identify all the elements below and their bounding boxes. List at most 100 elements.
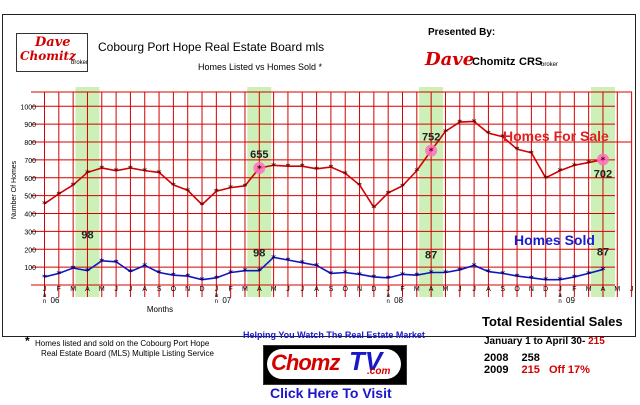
for-sale-point: * [329,164,334,174]
month-tick-label: M [271,286,277,293]
presenter-first-name: Dave [425,49,475,70]
month-tick-label: M [242,286,248,293]
sold-point: * [171,272,176,282]
summary-row-2009: 2009 215 Off 17% [484,364,590,376]
logo-role: broker [71,60,89,66]
for-sale-point: * [243,182,248,192]
month-tick-label: A [314,286,319,293]
sold-value-label: 87 [425,249,437,261]
summary-row2-year: 2009 [484,364,509,376]
sold-point: * [228,269,233,279]
board-title: Cobourg Port Hope Real Estate Board mls [98,40,325,54]
legend-homes-for-sale: Homes For Sale [503,128,609,144]
for-sale-point: * [114,167,119,177]
for-sale-highlight-marker [253,161,266,174]
sold-point: * [414,272,419,282]
y-axis-label: Number Of Homes [11,160,18,219]
for-sale-point: * [171,181,176,191]
sold-point: * [128,268,133,278]
for-sale-point: * [85,169,90,179]
for-sale-point: * [601,156,606,166]
month-tick-label: O [342,286,348,293]
month-tick-label: J [286,286,290,293]
sold-point: * [157,269,162,279]
sold-point: * [500,270,505,280]
month-tick-label: D [199,286,204,293]
presented-by: Presented By: [428,27,496,38]
for-sale-point: * [500,133,505,143]
for-sale-value-label: 702 [594,169,612,181]
month-tick-label: J [43,286,47,293]
month-tick-label: A [486,286,491,293]
year-marker-a: a [558,293,562,299]
for-sale-point: * [228,184,233,194]
sold-point: * [243,267,248,277]
year-marker-n: n [43,299,46,305]
sold-point: * [71,265,76,275]
sold-point: * [85,267,90,277]
footnote: Homes listed and sold on the Cobourg Por… [35,339,214,359]
y-tick-label: 700 [24,158,36,165]
month-tick-label: O [171,286,177,293]
for-sale-point: * [157,169,162,179]
sold-point: * [472,262,477,272]
year-marker-n: n [387,299,390,305]
month-tick-label: M [614,286,620,293]
click-to-visit-link[interactable]: Click Here To Visit [270,385,392,401]
year-marker-n: n [215,299,218,305]
month-tick-label: D [543,286,548,293]
month-tick-label: O [514,286,520,293]
month-tick-label: A [601,286,606,293]
for-sale-highlight-marker [596,153,609,166]
month-tick-label: S [500,286,505,293]
dave-chomitz-logo: Dave Chomitz broker [16,33,88,72]
for-sale-point: * [128,164,133,174]
y-tick-label: 800 [24,140,36,147]
sold-point: * [200,276,205,286]
month-tick-label: N [185,286,190,293]
for-sale-point: * [300,163,305,173]
brand-chomz: Chomz [271,350,340,375]
y-tick-label: 900 [24,122,36,129]
month-tick-label: M [414,286,420,293]
for-sale-point: * [214,188,219,198]
logo-first-name: Dave [35,35,71,50]
year-label: 08 [394,296,403,305]
for-sale-point: * [343,170,348,180]
month-tick-label: D [371,286,376,293]
sold-value-label: 98 [81,230,93,242]
y-tick-label: 300 [24,229,36,236]
summary-row2-change: Off 17% [548,364,590,376]
month-tick-label: N [529,286,534,293]
y-tick-label: 1000 [20,104,36,111]
year-marker-a: a [43,293,47,299]
summary-row1-year: 2008 [484,352,509,364]
for-sale-point: * [472,118,477,128]
chart-frame [2,14,636,337]
month-tick-label: M [99,286,105,293]
chomztv-logo[interactable]: Chomz TV .com [263,345,407,385]
for-sale-point: * [142,167,147,177]
y-tick-label: 500 [24,194,36,201]
sold-point: * [214,274,219,284]
month-tick-label: F [57,286,61,293]
for-sale-point: * [414,167,419,177]
summary-period-label: January 1 to April 30- [484,336,586,347]
sold-point: * [529,274,534,284]
summary-row-2008: 2008 258 [484,352,540,364]
month-tick-label: J [114,286,118,293]
legend-homes-sold: Homes Sold [514,232,595,248]
for-sale-point: * [572,162,577,172]
for-sale-point: * [271,162,276,172]
for-sale-point: * [558,167,563,177]
for-sale-point: * [42,200,47,210]
month-tick-label: J [301,286,305,293]
presenter-credential: CRS [519,56,543,68]
sold-point: * [601,266,606,276]
month-tick-label: M [586,286,592,293]
for-sale-point: * [257,164,262,174]
sold-point: * [457,266,462,276]
year-label: 06 [51,296,60,305]
y-tick-label: 100 [24,265,36,272]
